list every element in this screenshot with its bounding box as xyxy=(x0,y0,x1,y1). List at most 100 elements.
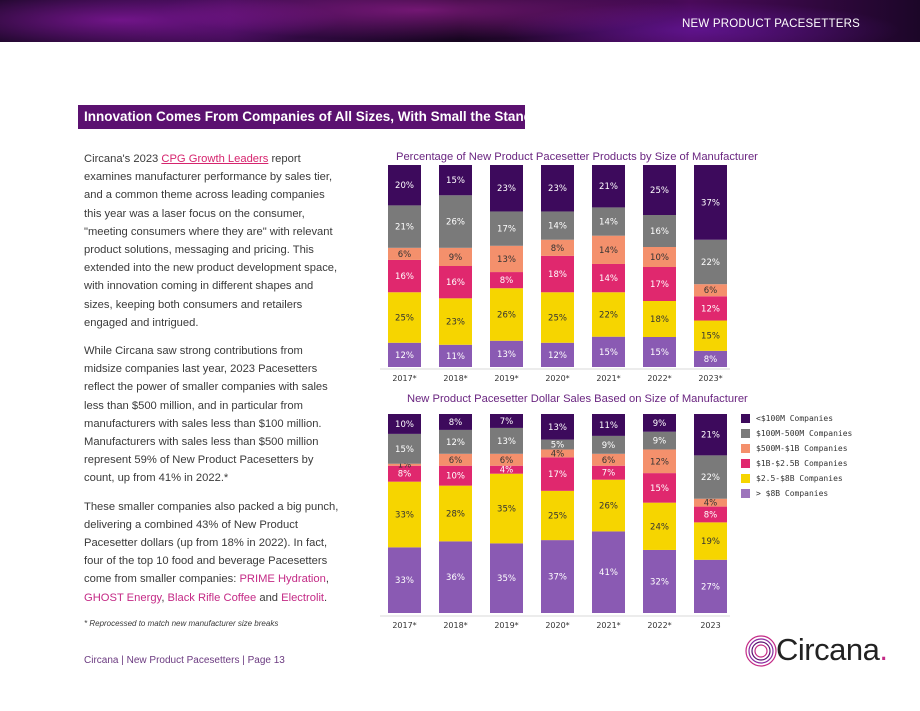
data-label: 15% xyxy=(650,348,669,358)
bar-segment xyxy=(592,414,625,436)
data-label: 10% xyxy=(650,253,669,263)
legend-item: $1B-$2.5B Companies xyxy=(741,456,852,471)
data-label: 8% xyxy=(551,244,565,254)
brand-ghost-energy: GHOST Energy xyxy=(84,591,162,604)
legend-swatch xyxy=(741,414,750,423)
x-tick-label: 2019* xyxy=(494,621,518,630)
bar-segment xyxy=(694,522,727,560)
bar-segment xyxy=(439,344,472,367)
bar-segment xyxy=(439,195,472,248)
data-label: 8% xyxy=(500,276,514,286)
bar-segment xyxy=(388,463,421,466)
bar-segment xyxy=(592,263,625,293)
legend-label: $100M-500M Companies xyxy=(756,429,853,438)
bar-segment xyxy=(490,288,523,341)
bar-segment xyxy=(490,272,523,289)
bar-segment xyxy=(541,165,574,212)
data-label: 17% xyxy=(650,280,669,290)
data-label: 12% xyxy=(701,304,720,314)
bar-segment xyxy=(439,429,472,454)
data-label: 8% xyxy=(398,470,412,480)
bar-segment xyxy=(592,292,625,337)
bar-segment xyxy=(388,547,421,613)
circana-logo-text: Circana. xyxy=(776,632,888,668)
data-label: 27% xyxy=(701,582,720,592)
data-label: 14% xyxy=(599,218,618,228)
stacked-bar-charts: 12% 25% 16% 6% 21% 20% 2017* 11% 23% 16% 9% 26% 15% 2… xyxy=(380,165,730,630)
bar-segment xyxy=(592,165,625,208)
data-label: 17% xyxy=(497,225,516,235)
bar-segment xyxy=(643,549,676,613)
bar-segment xyxy=(592,235,625,264)
bar-segment xyxy=(592,465,625,480)
logo-dot: . xyxy=(879,632,888,667)
section-title: Innovation Comes From Companies of All S… xyxy=(84,109,553,124)
bar-segment xyxy=(439,247,472,266)
legend-swatch xyxy=(741,429,750,438)
bar-segment xyxy=(388,247,421,260)
bar-segment xyxy=(694,559,727,613)
legend-swatch xyxy=(741,489,750,498)
data-label: 14% xyxy=(548,222,567,232)
data-label: 21% xyxy=(599,182,618,192)
bar-segment xyxy=(694,320,727,351)
x-tick-label: 2018* xyxy=(443,374,467,383)
data-label: 5% xyxy=(551,441,565,451)
data-label: 6% xyxy=(500,456,514,466)
data-label: 25% xyxy=(548,511,567,521)
bar-segment xyxy=(388,465,421,482)
p1-text-start: Circana's 2023 xyxy=(84,153,162,165)
x-tick-label: 2018* xyxy=(443,621,467,630)
bar-segment xyxy=(643,502,676,550)
bar-segment xyxy=(694,296,727,321)
bar-segment xyxy=(388,292,421,343)
paragraph-3: These smaller companies also packed a bi… xyxy=(84,498,340,607)
data-label: 41% xyxy=(599,568,618,578)
data-label: 7% xyxy=(500,417,514,427)
bar-segment xyxy=(694,165,727,240)
legend-label: $2.5-$8B Companies xyxy=(756,474,843,483)
bar-segment xyxy=(490,427,523,454)
bar-segment xyxy=(541,490,574,541)
bar-segment xyxy=(439,541,472,613)
bar-segment xyxy=(439,453,472,466)
x-tick-label: 2021* xyxy=(596,621,620,630)
chart-legend: <$100M Companies $100M-500M Companies $500… xyxy=(741,411,852,501)
data-label: 18% xyxy=(650,315,669,325)
bar-segment xyxy=(694,350,727,367)
data-label: 22% xyxy=(701,473,720,483)
data-label: 24% xyxy=(650,522,669,532)
bar-segment xyxy=(643,247,676,267)
bar-segment xyxy=(490,414,523,428)
bar-segment xyxy=(490,340,523,367)
bar-segment xyxy=(694,284,727,297)
data-label: 13% xyxy=(548,423,567,433)
data-label: 13% xyxy=(497,437,516,447)
paragraph-1: Circana's 2023 CPG Growth Leaders report… xyxy=(84,150,340,332)
section-title-bar: Innovation Comes From Companies of All S… xyxy=(78,105,553,129)
paragraph-2: While Circana saw strong contributions f… xyxy=(84,345,328,485)
data-label: 23% xyxy=(446,318,465,328)
data-label: 16% xyxy=(446,278,465,288)
bar-segment xyxy=(592,453,625,466)
bar-segment xyxy=(694,239,727,285)
data-label: 9% xyxy=(653,419,667,429)
data-label: 18% xyxy=(548,270,567,280)
bar-segment xyxy=(490,453,523,466)
bar-segment xyxy=(643,449,676,474)
legend-swatch xyxy=(741,459,750,468)
data-label: 14% xyxy=(599,246,618,256)
data-label: 17% xyxy=(548,470,567,480)
data-label: 26% xyxy=(599,502,618,512)
data-label: 11% xyxy=(599,421,618,431)
data-label: 8% xyxy=(449,418,463,428)
data-label: 32% xyxy=(650,577,669,587)
data-label: 12% xyxy=(446,438,465,448)
bar-segment xyxy=(388,165,421,206)
bar-segment xyxy=(388,259,421,293)
cpg-growth-leaders-link[interactable]: CPG Growth Leaders xyxy=(161,153,269,165)
data-label: 21% xyxy=(701,431,720,441)
bar-segment xyxy=(439,465,472,486)
bar-segment xyxy=(541,449,574,458)
x-tick-label: 2017* xyxy=(392,374,416,383)
